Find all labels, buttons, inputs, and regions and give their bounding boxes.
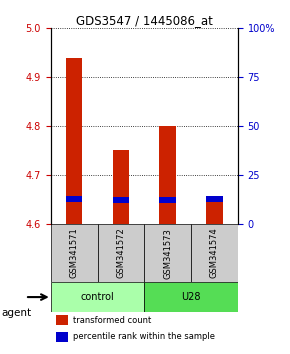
Text: transformed count: transformed count	[73, 316, 151, 325]
Bar	[206, 202, 223, 224]
Bar	[56, 315, 68, 325]
Bar	[51, 282, 144, 312]
Text: percentile rank within the sample: percentile rank within the sample	[73, 332, 215, 341]
Text: GSM341573: GSM341573	[163, 228, 172, 279]
Bar	[97, 224, 144, 282]
Bar	[144, 282, 238, 312]
Text: GSM341574: GSM341574	[210, 228, 219, 279]
Bar	[113, 197, 129, 203]
Bar	[113, 150, 129, 224]
Text: agent: agent	[1, 308, 32, 318]
Bar	[144, 224, 191, 282]
Text: GSM341572: GSM341572	[116, 228, 125, 279]
Text: control: control	[81, 292, 114, 302]
Text: U28: U28	[181, 292, 201, 302]
Bar	[160, 126, 176, 224]
Title: GDS3547 / 1445086_at: GDS3547 / 1445086_at	[76, 14, 213, 27]
Bar	[191, 224, 238, 282]
Bar	[206, 196, 223, 202]
Bar	[56, 332, 68, 342]
Bar	[66, 196, 82, 202]
Bar	[160, 197, 176, 203]
Bar	[66, 58, 82, 224]
Text: GSM341571: GSM341571	[70, 228, 79, 279]
Bar	[51, 224, 97, 282]
